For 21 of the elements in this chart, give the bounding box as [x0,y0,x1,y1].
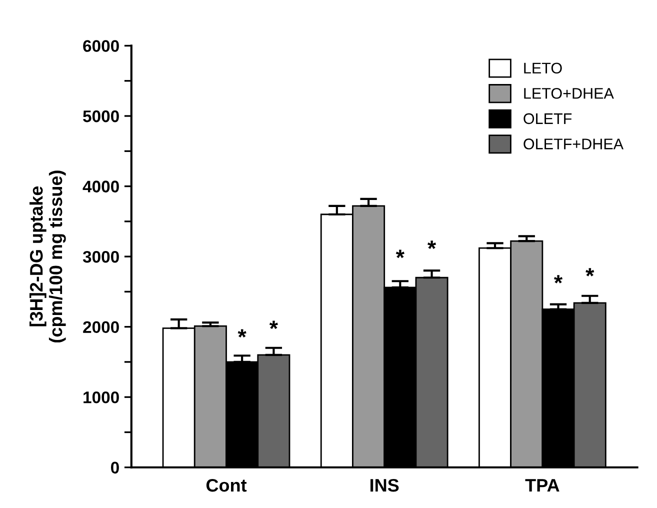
y-tick-label: 3000 [82,250,119,263]
annotation: * [396,250,404,258]
y-tick-label: 1000 [84,391,119,404]
x-tick-label: Cont [206,478,247,492]
annotation: * [428,240,436,249]
legend-label: LETO [524,62,562,74]
legend-label: OLETF [524,113,572,124]
y-tick-label: 5000 [83,110,119,122]
y-tick-label: 6000 [83,40,119,52]
y-tick-label: 0 [110,462,119,474]
y-tick-label: 2000 [83,321,119,334]
annotation: * [269,320,278,330]
annotation: * [586,268,594,276]
legend-label: LETO+DHEA [524,88,614,99]
annotation: * [554,275,563,284]
legend-label: OLETF+DHEA [524,138,624,150]
y-tick-label: 4000 [82,180,119,192]
x-tick-label: TPA [525,479,560,492]
x-tick-label: INS [370,478,399,492]
y-axis-title: [3H]2-DG uptake (cpm/100 mg tissue) [29,170,66,342]
annotation: * [238,329,246,338]
